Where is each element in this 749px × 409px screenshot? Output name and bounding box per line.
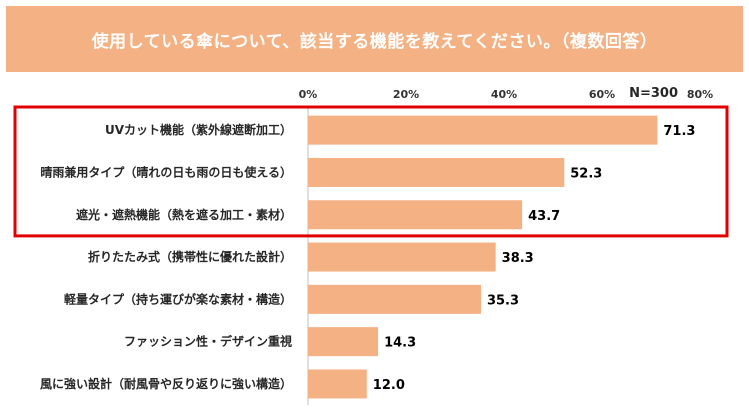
data-label: 38.3 <box>502 251 534 266</box>
category-label: UVカット機能（紫外線遮断加工） <box>105 122 292 137</box>
category-label: ファッション性・デザイン重視 <box>124 334 292 349</box>
x-tick-label: 60% <box>589 88 615 101</box>
data-label: 12.0 <box>373 378 405 393</box>
x-tick-label: 80% <box>687 88 713 101</box>
highlight-box <box>13 105 729 238</box>
x-tick-label: 20% <box>393 88 419 101</box>
chart-title: 使用している傘について、該当する機能を教えてください。（複数回答） <box>91 31 658 52</box>
data-label: 43.7 <box>528 209 560 224</box>
data-label: 14.3 <box>384 336 416 351</box>
data-label: 35.3 <box>487 293 519 308</box>
category-label: 軽量タイプ（持ち運びが楽な素材・構造） <box>64 291 292 306</box>
bar <box>308 327 379 357</box>
x-tick-label: 0% <box>299 88 318 101</box>
category-label: 遮光・遮熱機能（熱を遮る加工・素材） <box>76 207 292 222</box>
bar <box>308 200 523 230</box>
category-label: 風に強い設計（耐風骨や反り返りに強い構造） <box>40 376 292 391</box>
bar <box>308 157 565 187</box>
category-label: 晴雨兼用タイプ（晴れの日も雨の日も使える） <box>40 164 292 179</box>
x-tick-label: 40% <box>491 88 517 101</box>
category-label: 折りたたみ式（携帯性に優れた設計） <box>88 249 292 264</box>
data-label: 52.3 <box>570 166 602 181</box>
chart-title-bar: 使用している傘について、該当する機能を教えてください。（複数回答） <box>6 6 743 72</box>
bar <box>308 242 496 272</box>
bar <box>308 115 658 145</box>
bar <box>308 369 367 399</box>
sample-size-label: N=300 <box>629 86 678 101</box>
data-label: 71.3 <box>663 124 695 139</box>
bar <box>308 284 481 314</box>
